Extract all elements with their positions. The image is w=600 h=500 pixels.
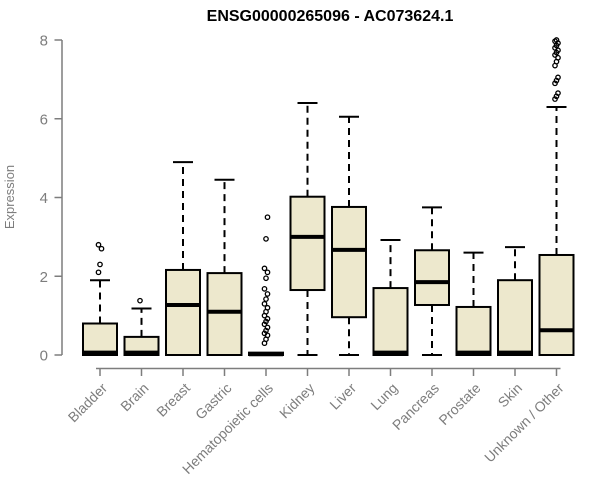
box	[123, 335, 160, 357]
y-axis-tick-label: 2	[40, 269, 48, 286]
x-axis-label: Unknown / Other	[481, 380, 567, 466]
outlier-point	[95, 241, 102, 248]
y-axis-title: Expression	[2, 165, 17, 229]
y-axis-tick-label: 4	[40, 190, 48, 207]
outlier-point	[553, 37, 560, 43]
outlier-point	[137, 297, 143, 304]
outlier-point	[98, 245, 105, 252]
x-axis-label: Breast	[153, 380, 193, 420]
outlier-point	[555, 74, 561, 81]
box	[331, 205, 367, 319]
outlier-point	[264, 291, 271, 297]
outlier-point	[263, 296, 269, 302]
outlier-point	[555, 54, 561, 61]
outlier-point	[264, 269, 271, 276]
box	[289, 195, 326, 292]
outlier-point	[555, 90, 561, 97]
y-axis-tick-label: 6	[40, 111, 48, 128]
x-axis-label: Skin	[495, 380, 526, 411]
x-axis-label: Brain	[117, 380, 151, 414]
box	[372, 287, 409, 356]
box	[414, 249, 450, 306]
box	[538, 253, 575, 356]
outlier-point	[264, 304, 271, 311]
x-axis-label: Lung	[367, 380, 400, 413]
box	[165, 268, 201, 357]
outlier-point	[261, 265, 268, 272]
box	[497, 279, 533, 356]
chart-title: ENSG00000265096 - AC073624.1	[207, 8, 454, 25]
outlier-point	[261, 300, 268, 307]
outlier-point	[263, 275, 269, 282]
outlier-point	[263, 235, 269, 242]
x-axis-label: Prostate	[435, 380, 483, 428]
outlier-point	[264, 214, 271, 221]
outlier-point	[95, 269, 102, 276]
y-axis-tick-label: 8	[40, 33, 48, 50]
box	[82, 322, 118, 356]
x-axis-label: Liver	[326, 380, 359, 413]
outlier-point	[264, 315, 271, 322]
outlier-point	[261, 285, 268, 292]
outlier-point	[264, 324, 271, 331]
box	[206, 272, 243, 357]
x-axis-label: Bladder	[65, 380, 111, 426]
outlier-point	[97, 261, 103, 268]
box	[455, 305, 492, 356]
y-axis-tick-label: 0	[40, 348, 48, 365]
x-axis-label: Kidney	[276, 380, 318, 422]
